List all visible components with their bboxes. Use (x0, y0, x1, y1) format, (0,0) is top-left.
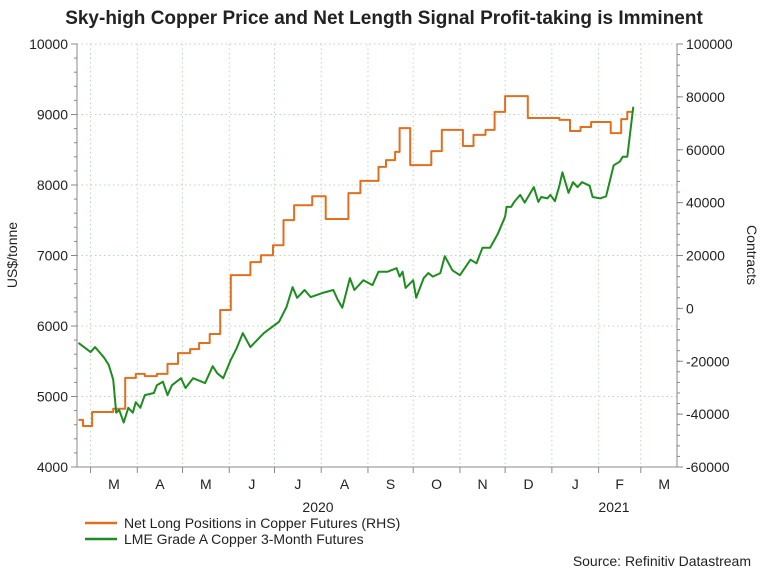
y-right-tick-label: 0 (686, 300, 694, 316)
x-tick-label: M (658, 476, 670, 492)
y-axis-left-label: US$/tonne (4, 222, 20, 288)
year-label-2020: 2020 (302, 499, 333, 515)
x-tick-label: A (155, 476, 165, 492)
y-left-tick-label: 8000 (37, 177, 68, 193)
x-tick-label: J (572, 476, 579, 492)
y-axis-right-label: Contracts (744, 225, 760, 285)
x-tick-label: A (340, 476, 350, 492)
y-right-tick-label: 40000 (686, 195, 725, 211)
x-tick-label: S (386, 476, 395, 492)
y-left-tick-label: 4000 (37, 459, 68, 475)
y-right-tick-label: 20000 (686, 248, 725, 264)
series-line-lme (77, 106, 635, 424)
series-line-net-long (78, 95, 634, 427)
y-left-tick-label: 9000 (37, 107, 68, 123)
x-tick-label: F (615, 476, 624, 492)
y-right-tick-label: 80000 (686, 89, 725, 105)
x-tick-label: J (248, 476, 255, 492)
x-tick-label: J (294, 476, 301, 492)
gridlines (77, 43, 677, 468)
y-right-tick-label: 100000 (686, 36, 733, 52)
legend-label-net-long: Net Long Positions in Copper Futures (RH… (124, 515, 400, 531)
y-left-tick-label: 10000 (29, 36, 68, 52)
y-right-tick-label: 60000 (686, 142, 725, 158)
y-right-tick-label: -60000 (686, 459, 730, 475)
series-lines (77, 95, 635, 427)
axes: M A M J J A S O N D J F M 4000 5000 6000 7000 8000 9000 100… (29, 36, 733, 492)
x-tick-label: M (200, 476, 212, 492)
y-left-tick-label: 7000 (37, 248, 68, 264)
y-left-tick-label: 6000 (37, 318, 68, 334)
legend-label-lme: LME Grade A Copper 3-Month Futures (124, 531, 364, 547)
year-label-2021: 2021 (598, 499, 629, 515)
x-tick-label: M (108, 476, 120, 492)
chart-title: Sky-high Copper Price and Net Length Sig… (65, 8, 703, 29)
y-right-tick-label: -40000 (686, 406, 730, 422)
x-tick-label: O (431, 476, 442, 492)
y-right-tick-label: -20000 (686, 353, 730, 369)
x-tick-label: N (477, 476, 487, 492)
x-tick-label: D (523, 476, 533, 492)
source-note: Source: Refinitiv Datastream (573, 553, 751, 569)
legend: Net Long Positions in Copper Futures (RH… (85, 515, 400, 547)
y-left-tick-label: 5000 (37, 389, 68, 405)
